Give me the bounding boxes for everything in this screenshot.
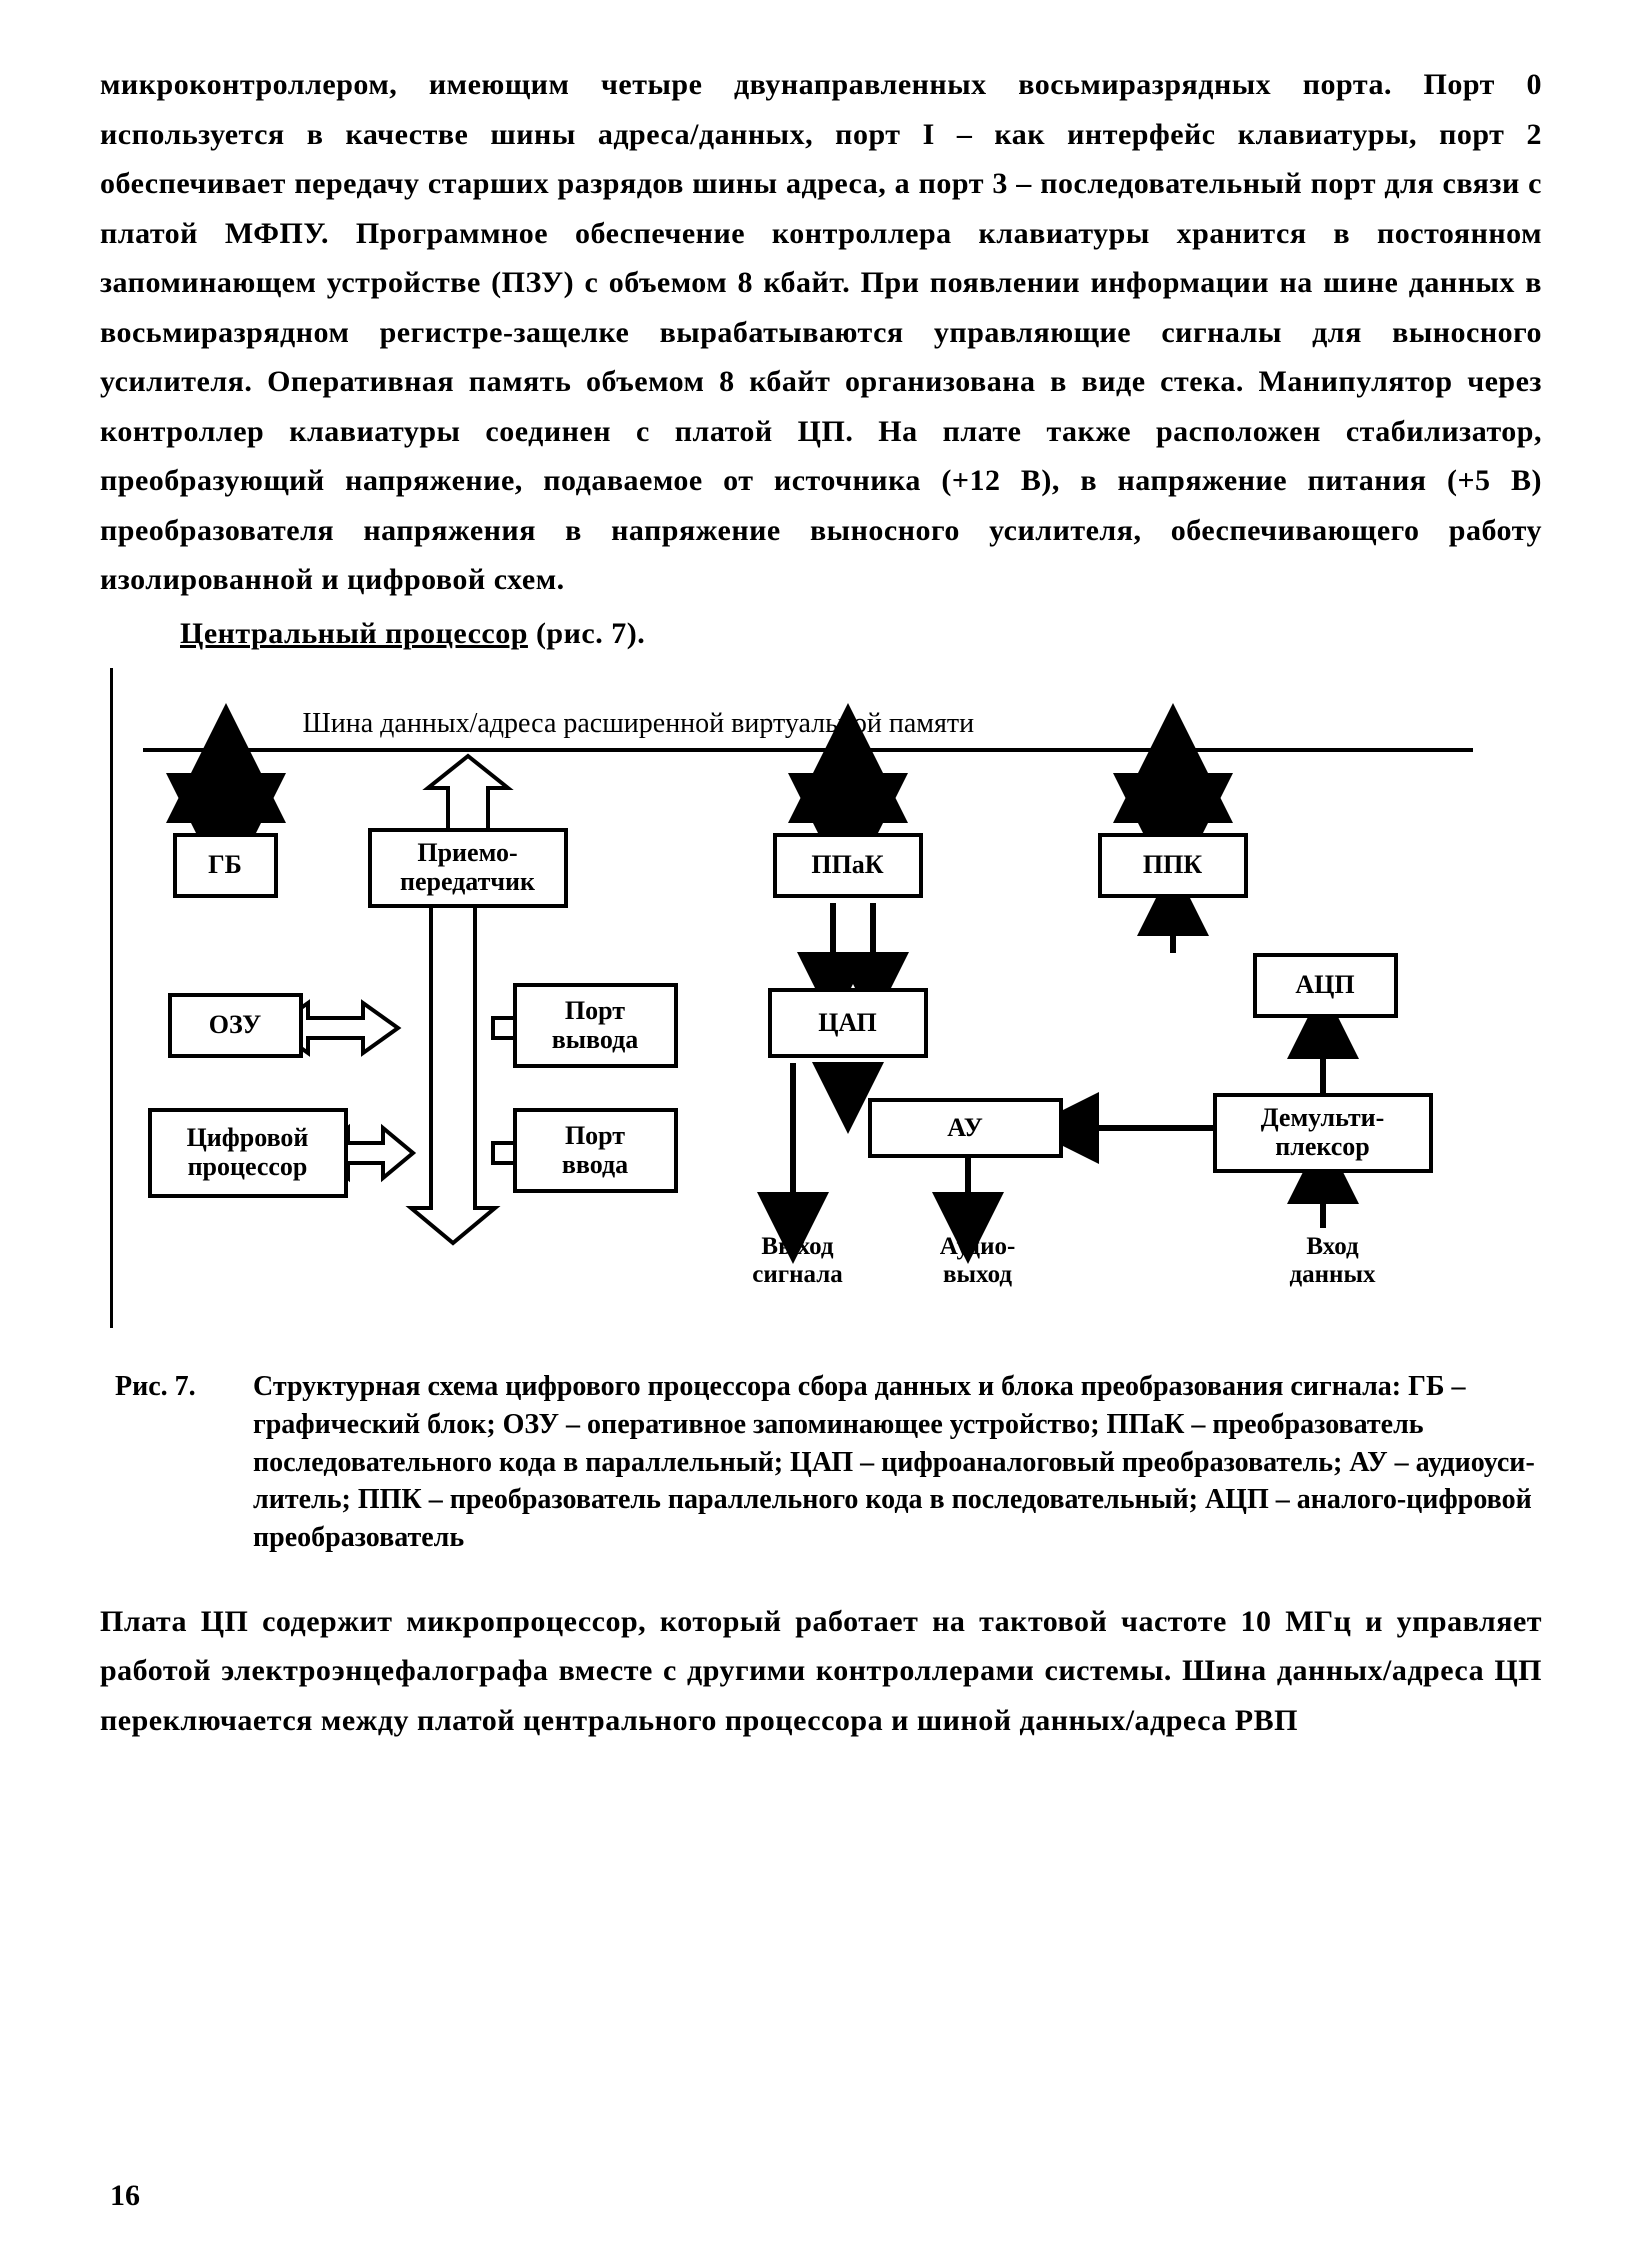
box-ppak: ППаК <box>773 833 923 898</box>
figure-caption: Рис. 7. Структурная схема цифрового проц… <box>100 1368 1542 1557</box>
paragraph-2: Центральный процессор (рис. 7). <box>100 609 1542 659</box>
heading-cpu: Центральный процессор <box>180 617 528 650</box>
body-text-2: Плата ЦП содержит микропроцессор, которы… <box>100 1597 1542 1746</box>
paragraph-1: микроконтроллером, имеющим четыре двунап… <box>100 60 1542 605</box>
box-ppk: ППК <box>1098 833 1248 898</box>
box-transceiver: Приемо-передатчик <box>368 828 568 908</box>
box-digital-proc: Цифровойпроцессор <box>148 1108 348 1198</box>
label-audio-out: Аудио-выход <box>913 1233 1043 1288</box>
paragraph-3: Плата ЦП содержит микропроцессор, которы… <box>100 1597 1542 1746</box>
box-demux: Демульти-плексор <box>1213 1093 1433 1173</box>
box-au: АУ <box>868 1098 1063 1158</box>
page-number: 16 <box>110 2179 140 2213</box>
box-port-out: Портвывода <box>513 983 678 1068</box>
label-signal-out: Выходсигнала <box>733 1233 863 1288</box>
label-data-in: Входданных <box>1263 1233 1403 1288</box>
bus-label: Шина данных/адреса расширенной виртуальн… <box>303 708 975 740</box>
box-cap: ЦАП <box>768 988 928 1058</box>
box-ozu: ОЗУ <box>168 993 303 1058</box>
box-acp: АЦП <box>1253 953 1398 1018</box>
body-text: микроконтроллером, имеющим четыре двунап… <box>100 60 1542 658</box>
page: микроконтроллером, имеющим четыре двунап… <box>0 0 1642 2261</box>
caption-lead: Рис. 7. <box>115 1368 253 1557</box>
heading-cpu-rest: (рис. 7). <box>528 617 645 650</box>
bus-line <box>143 748 1473 752</box>
figure-7: Шина данных/адреса расширенной виртуальн… <box>110 668 1533 1328</box>
box-port-in: Портввода <box>513 1108 678 1193</box>
box-gb: ГБ <box>173 833 278 898</box>
caption-body: Структурная схема цифрового процессора с… <box>253 1368 1542 1557</box>
